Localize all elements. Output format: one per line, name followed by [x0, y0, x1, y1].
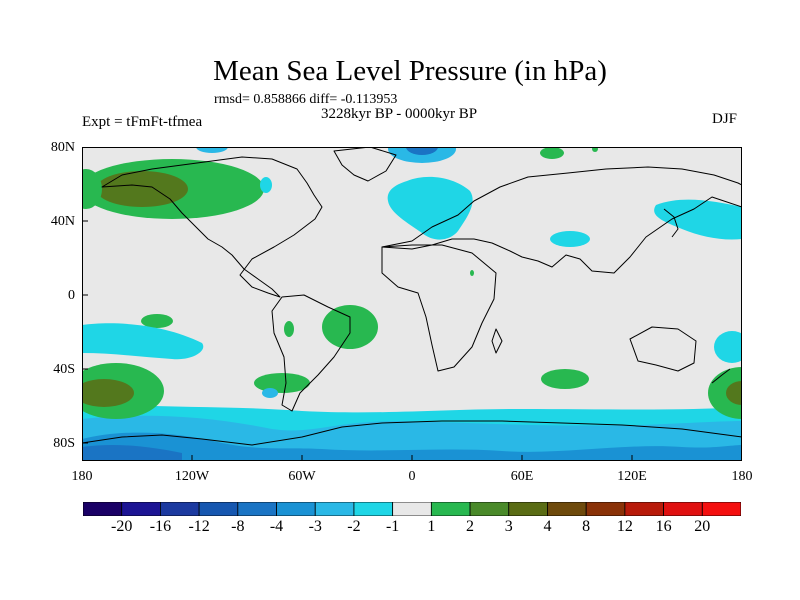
lon-label-0: 0 [408, 469, 416, 484]
colorbar-label: -3 [308, 518, 322, 535]
colorbar-label: -16 [149, 518, 172, 535]
colorbar-label: 12 [616, 518, 633, 535]
map-title: Mean Sea Level Pressure (in hPa) [213, 55, 607, 87]
colorbar-box [160, 502, 200, 516]
colorbar-box [83, 502, 123, 516]
colorbar-label: 8 [582, 518, 591, 535]
coastline-greenland [333, 147, 397, 182]
north-america-low-spot [260, 177, 272, 193]
colorbar-label: 3 [504, 518, 513, 535]
colorbar [83, 502, 741, 516]
colorbar-box [314, 502, 355, 516]
argentina-high [254, 373, 310, 393]
colorbar-box [624, 502, 664, 516]
lon-label-180w: 180 [71, 469, 93, 484]
lon-label-120e: 120E [617, 469, 647, 484]
colorbar-box [121, 502, 161, 516]
lat-label-80n: 80N [50, 140, 75, 155]
colorbar-label: 16 [655, 518, 672, 535]
lat-label-40s: 40S [53, 362, 75, 377]
colorbar-box [276, 502, 316, 516]
europe-low [387, 176, 473, 240]
southern-ocean-low-deep [82, 445, 182, 461]
falkland-small-low [262, 388, 278, 398]
rmsd-diff-stats: rmsd= 0.858866 diff= -0.113953 [214, 92, 398, 107]
axis-ticks [82, 147, 742, 461]
lat-label-40n: 40N [50, 214, 75, 229]
experiment-label: Expt = tFmFt-tfmea [82, 114, 203, 130]
colorbar-label: -1 [385, 518, 400, 535]
colorbar-box [663, 502, 703, 516]
coastline-new-zealand [711, 368, 731, 384]
arctic-small-high [540, 147, 564, 159]
lat-label-eq: 0 [68, 288, 75, 303]
colorbar-label: 2 [466, 518, 475, 535]
lon-label-60w: 60W [288, 469, 316, 484]
colorbar-box [585, 502, 626, 516]
coastline-africa [381, 244, 497, 372]
time-period: 3228kyr BP - 0000kyr BP [321, 106, 478, 122]
north-pacific-high-left [82, 169, 102, 209]
colorbar-box [508, 502, 548, 516]
colorbar-box [547, 502, 587, 516]
lon-label-180e: 180 [731, 469, 753, 484]
coastline-eurasia [381, 166, 742, 274]
colorbar-label: 4 [543, 518, 552, 535]
northwest-pacific-low [654, 199, 742, 240]
south-east-pacific-high-core [726, 381, 742, 405]
north-pacific-high-core [96, 171, 188, 207]
coastline-south-america [271, 294, 351, 412]
lon-label-60e: 60E [510, 469, 534, 484]
coastline-australia [629, 326, 697, 372]
colorbar-box [353, 502, 394, 516]
colorbar-box [237, 502, 277, 516]
south-pacific-low-band [82, 323, 204, 360]
colorbar-label: -8 [231, 518, 245, 535]
colorbar-box [469, 502, 510, 516]
tasman-low [714, 331, 742, 363]
colorbar-label: 20 [694, 518, 711, 535]
colorbar-box [430, 502, 471, 516]
colorbar-box [701, 502, 741, 516]
arctic-small-low [196, 147, 228, 153]
south-indian-high [541, 369, 589, 389]
south-pacific-high-core [82, 379, 134, 407]
colorbar-label: 1 [427, 518, 436, 535]
lat-label-80s: 80S [53, 436, 75, 451]
colorbar-label: -20 [111, 518, 133, 535]
colorbar-box [198, 502, 239, 516]
south-pacific-small-high [141, 314, 173, 328]
colorbar-label: -4 [269, 518, 284, 535]
colorbar-box [392, 502, 432, 516]
arctic-tiny-high [592, 147, 598, 152]
colorbar-label: -2 [347, 518, 361, 535]
anomaly-map [82, 147, 742, 461]
arctic-low-core [406, 147, 438, 155]
coastline-north-america [101, 156, 323, 298]
coastline-japan [663, 208, 679, 238]
sahara-tiny-high [470, 270, 474, 276]
brazil-small-high [284, 321, 294, 337]
subtropical-atlantic-low [550, 231, 590, 247]
southern-ocean-low-core [82, 432, 742, 461]
colorbar-label: -12 [188, 518, 210, 535]
season-label: DJF [712, 111, 738, 127]
coastline-antarctica [82, 420, 742, 446]
coastline-madagascar [491, 328, 503, 354]
lon-label-120w: 120W [174, 469, 210, 484]
coastlines [82, 147, 742, 446]
